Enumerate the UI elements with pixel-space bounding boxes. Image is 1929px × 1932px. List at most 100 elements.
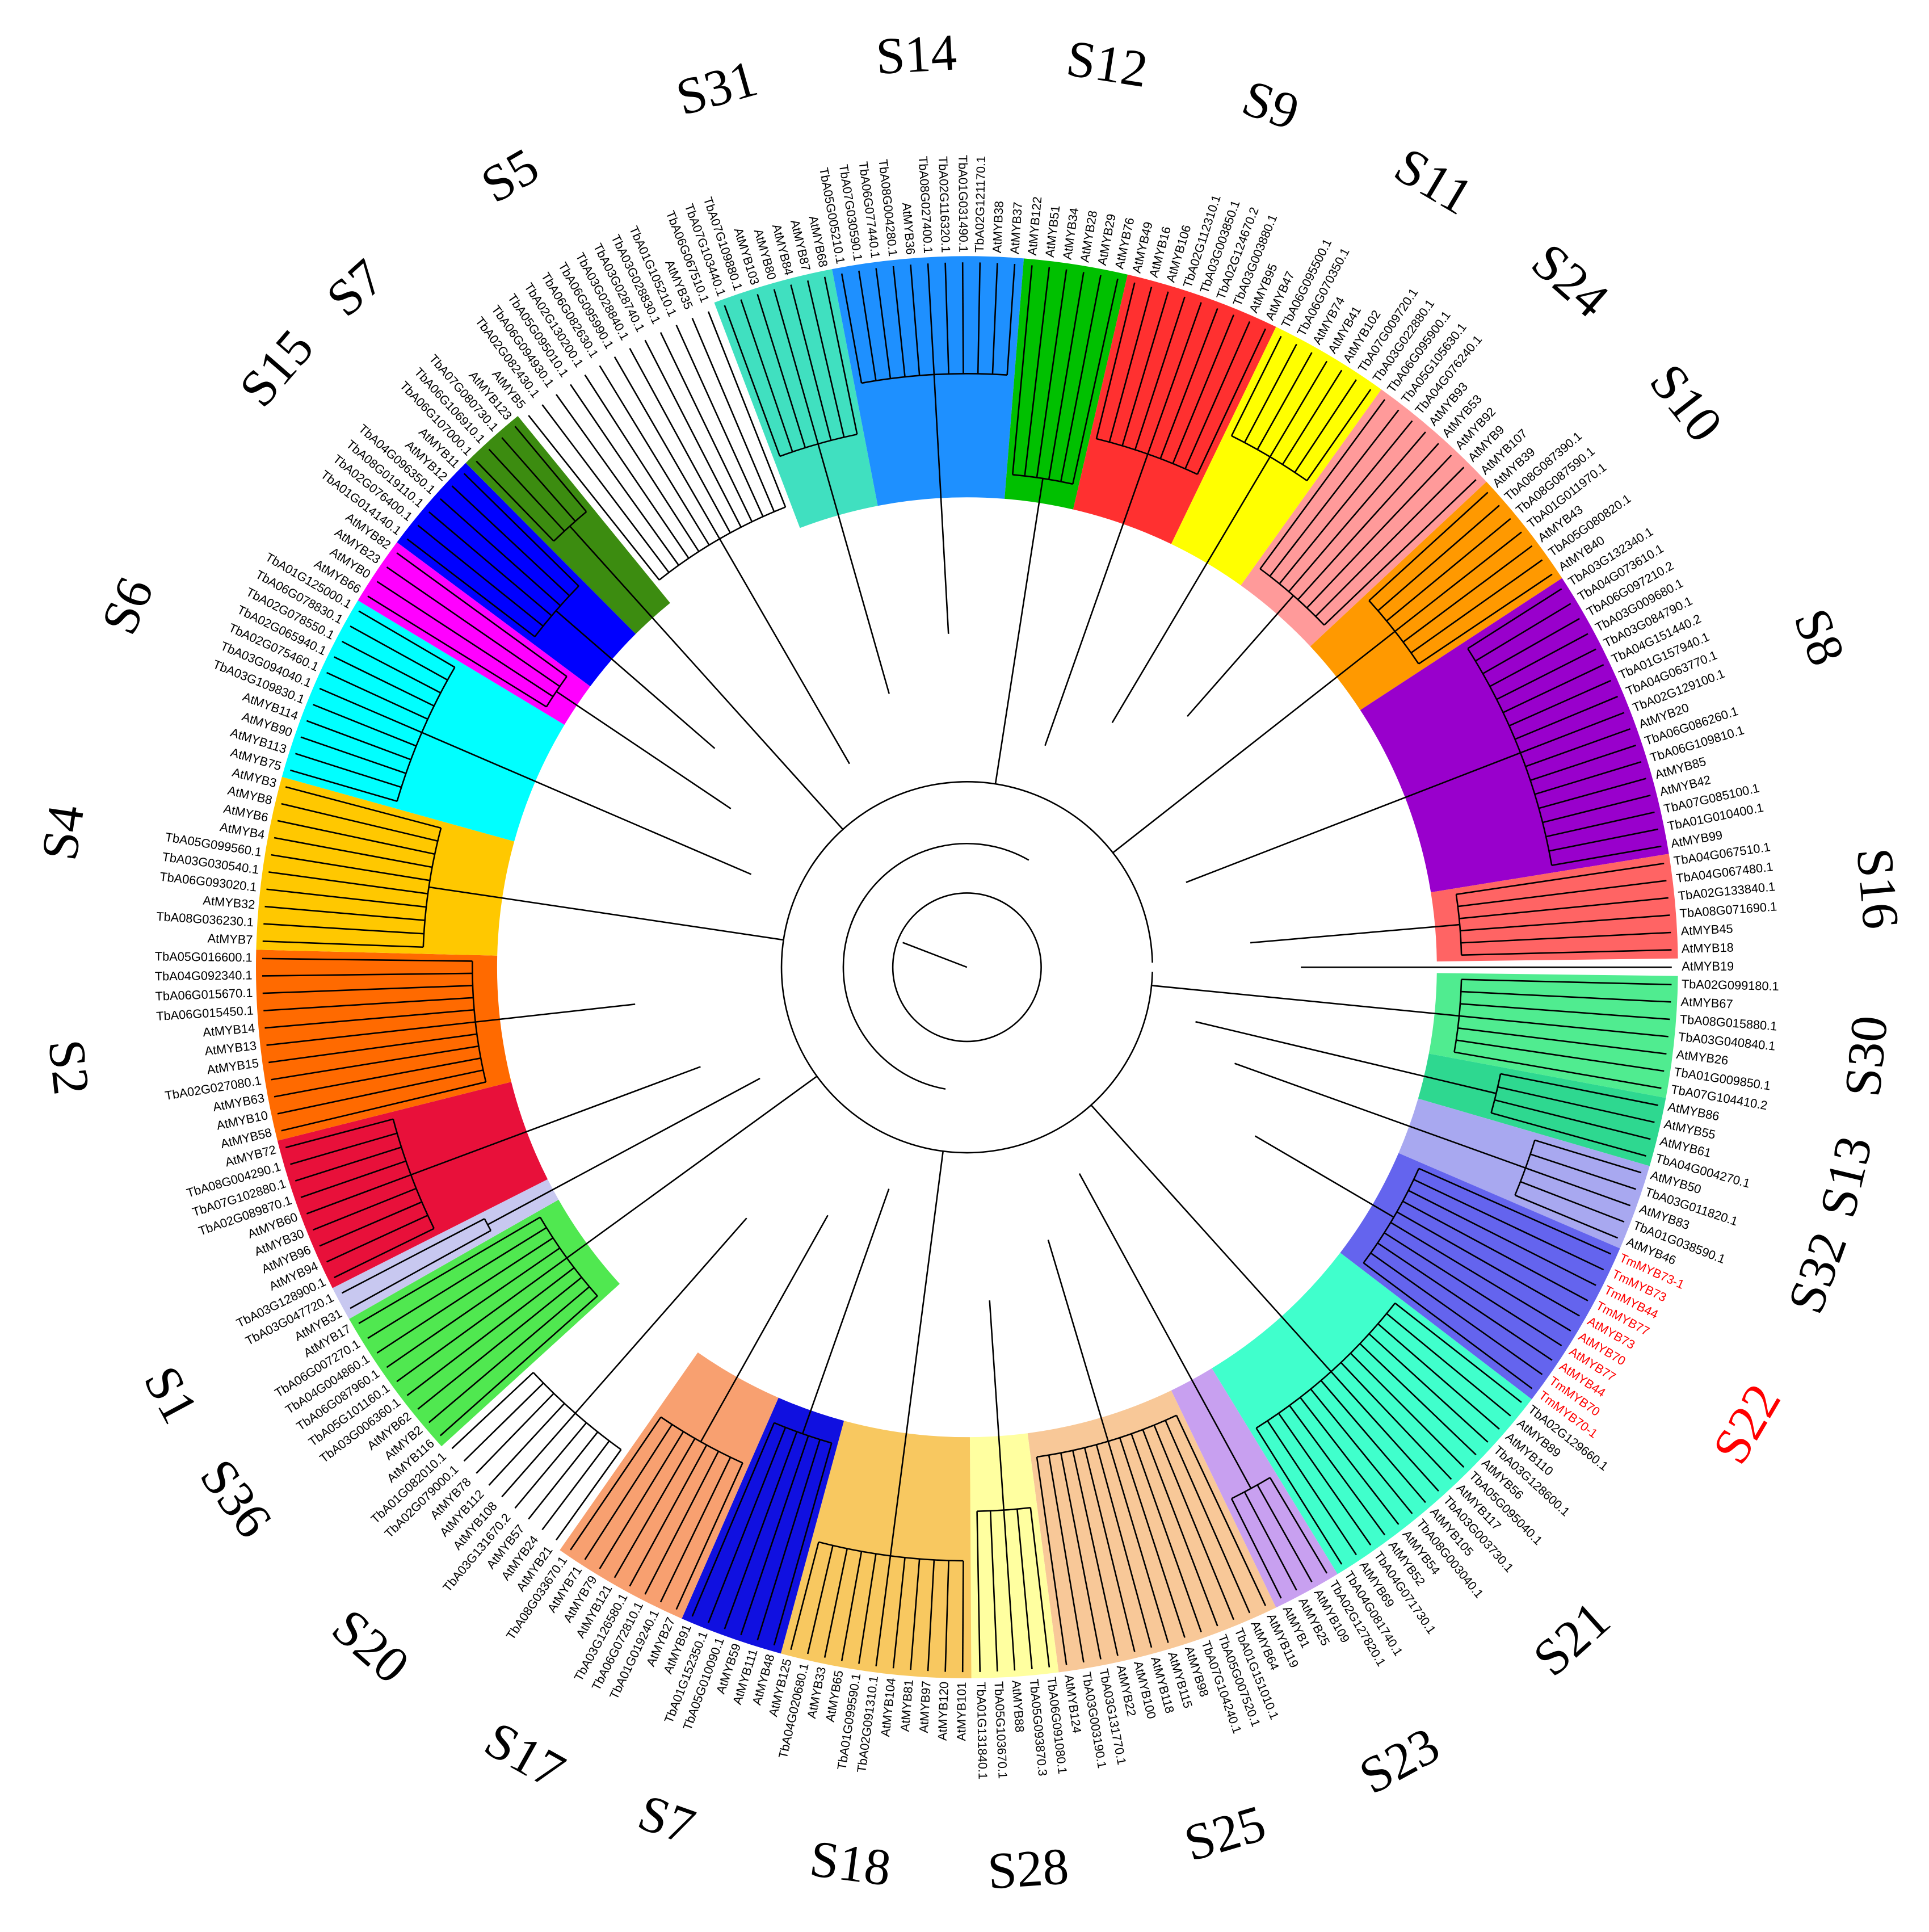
branch: [1500, 1073, 1659, 1106]
branch-arc: [1363, 1168, 1420, 1263]
branch: [724, 1431, 798, 1629]
branch: [644, 1451, 720, 1595]
branch: [1297, 443, 1439, 600]
branch: [488, 1402, 565, 1486]
branch: [1525, 1167, 1631, 1207]
branch: [1269, 409, 1400, 577]
branch: [271, 1045, 479, 1081]
branch: [977, 262, 981, 374]
clade-sector: [1310, 481, 1562, 711]
branch: [1121, 291, 1169, 446]
branch: [570, 384, 690, 559]
branch: [1402, 545, 1533, 643]
leaf-label: TbA05G016600.1: [155, 949, 253, 964]
branch: [1457, 880, 1667, 908]
branch: [1418, 573, 1553, 665]
branch: [1306, 455, 1452, 608]
branch: [262, 985, 473, 994]
branch: [264, 1009, 474, 1029]
leaf-label: TbA04G092340.1: [155, 968, 253, 983]
branch: [994, 478, 1044, 784]
branch-arc: [1490, 1073, 1502, 1114]
branch: [1551, 845, 1662, 866]
branch: [1530, 744, 1637, 782]
clade-label: S4: [30, 801, 95, 864]
leaf-label: AtMYB26: [1675, 1047, 1729, 1068]
branch: [1460, 914, 1670, 932]
clade-label: S20: [321, 1598, 420, 1695]
clade-sector: [1241, 389, 1487, 646]
branch: [1545, 811, 1655, 838]
branch: [1195, 1020, 1497, 1094]
branch: [1502, 664, 1604, 713]
branch: [295, 753, 402, 788]
branch: [858, 1553, 877, 1664]
branch: [358, 610, 456, 668]
clade-sector: [969, 1433, 1059, 1678]
branch: [1377, 1242, 1553, 1361]
branch: [306, 1174, 411, 1215]
branch: [428, 886, 784, 941]
branch: [1267, 1420, 1357, 1556]
branch: [1083, 1447, 1136, 1652]
leaf-label: TbA08G036230.1: [156, 909, 254, 930]
leaf-label: AtMYB104: [878, 1677, 898, 1737]
leaf-label: TbA01G031490.1: [956, 155, 970, 253]
branch: [1259, 399, 1386, 570]
leaf-label: TbA02G121170.1: [972, 156, 988, 253]
branch: [376, 581, 554, 698]
clade-label: S28: [986, 1837, 1070, 1900]
branch: [724, 305, 781, 457]
branch: [421, 732, 752, 875]
branch: [1520, 712, 1625, 754]
root-circle: [892, 892, 1042, 1043]
branch-arc: [1467, 648, 1553, 866]
branch: [528, 415, 660, 581]
branch: [1196, 328, 1267, 475]
clade-label: S32: [1776, 1225, 1857, 1320]
branch: [1011, 265, 1033, 475]
branch: [417, 1276, 582, 1410]
branch: [944, 262, 949, 374]
branch: [1187, 595, 1294, 717]
clade-label: S2: [37, 1037, 101, 1098]
branch: [1159, 308, 1218, 459]
branch: [1508, 679, 1611, 726]
branch: [1368, 1333, 1489, 1443]
leaf-label: TbA06G015670.1: [155, 985, 253, 1003]
branch: [757, 293, 806, 448]
branch: [556, 394, 679, 566]
branch: [1408, 1190, 1596, 1286]
branch: [806, 1545, 834, 1654]
branch: [892, 266, 906, 377]
clade-sector: [281, 600, 565, 842]
branch: [817, 443, 890, 694]
leaf-label: AtMYB32: [203, 893, 256, 912]
clade-sector: [780, 1421, 972, 1679]
clade-label: S10: [1639, 353, 1734, 452]
branch: [1172, 314, 1235, 464]
leaf-label: AtMYB14: [202, 1020, 255, 1039]
branch: [1461, 978, 1672, 986]
leaf-label: TbA08G071690.1: [1679, 899, 1777, 921]
branch: [599, 365, 710, 546]
branch: [858, 270, 877, 381]
branch: [1461, 949, 1672, 956]
branch: [271, 854, 430, 881]
branch: [463, 1382, 544, 1462]
branch: [675, 325, 764, 517]
branch: [386, 1247, 561, 1368]
branch: [1482, 618, 1580, 674]
leaf-label: AtMYB101: [954, 1682, 969, 1741]
branch: [528, 1431, 599, 1520]
branch: [274, 837, 432, 868]
clade-sector: [1360, 578, 1669, 893]
branch: [1386, 1313, 1511, 1417]
branch: [1363, 1262, 1533, 1389]
branch: [295, 1146, 402, 1182]
branch: [334, 1228, 435, 1279]
branch: [326, 1215, 428, 1263]
branch: [1350, 1353, 1465, 1468]
branch: [1288, 431, 1426, 593]
root-branch: [902, 942, 968, 968]
